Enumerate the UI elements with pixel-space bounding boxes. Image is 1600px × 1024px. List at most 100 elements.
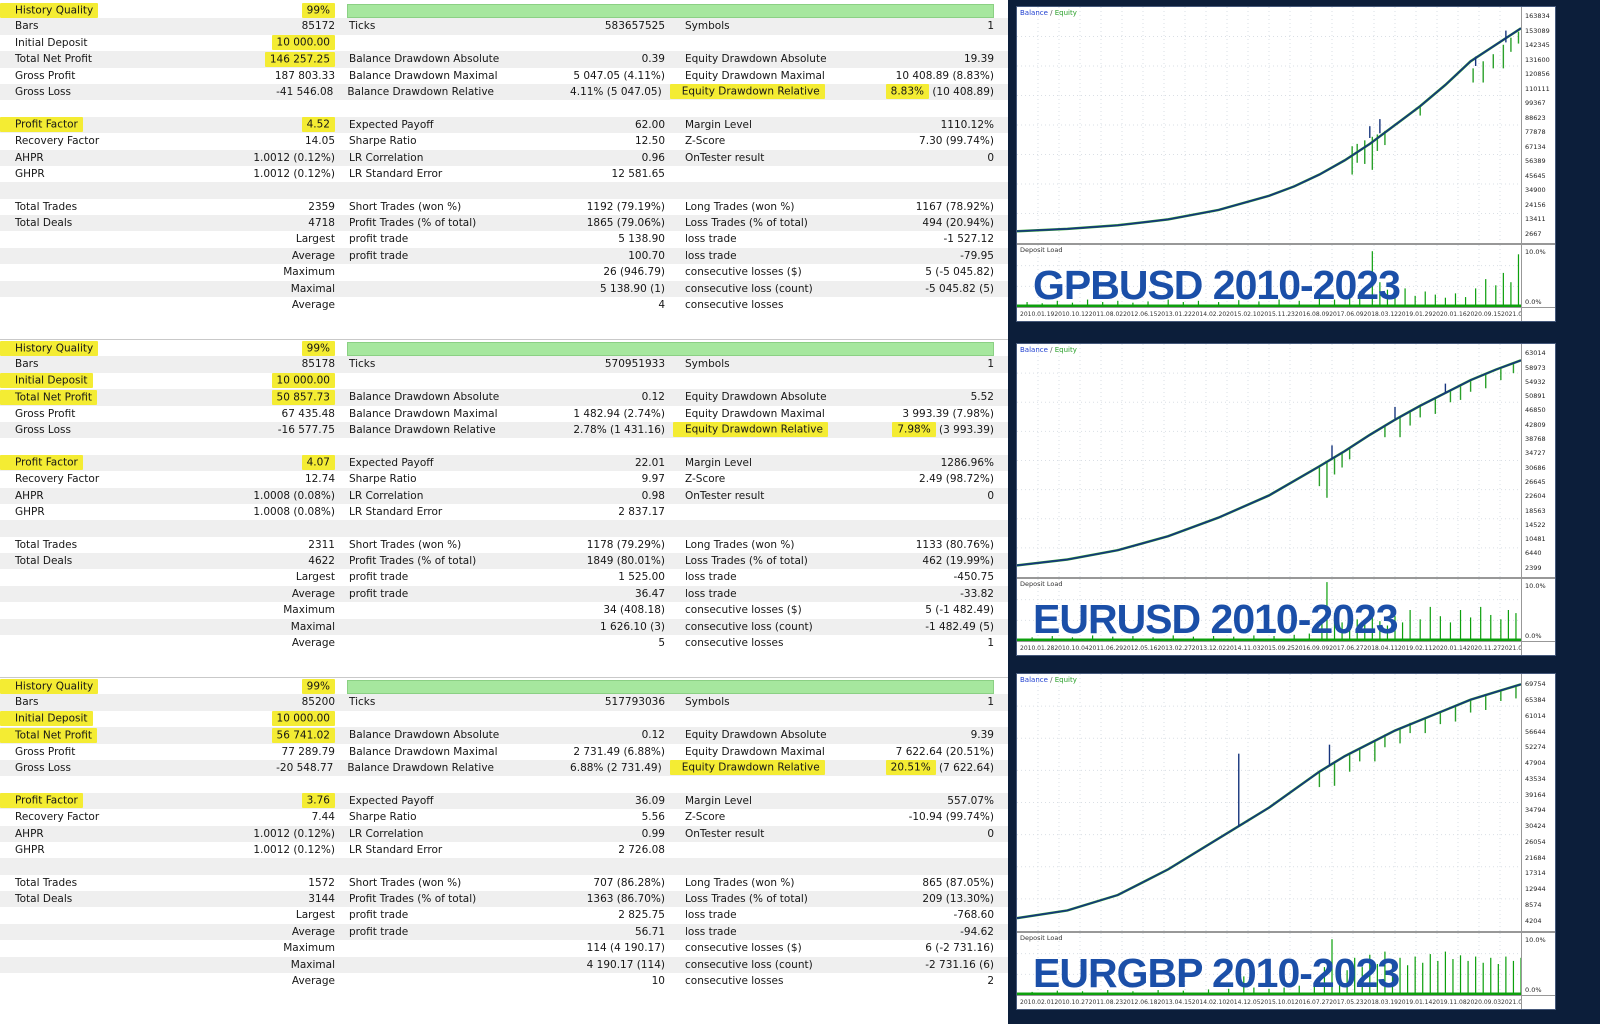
table-cell-label: Balance Drawdown Relative — [347, 85, 494, 98]
y-axis-tick-label: 26054 — [1525, 837, 1546, 846]
highlighted-text: Total Net Profit — [0, 727, 98, 743]
table-cell-value: 56 741.02 — [205, 727, 335, 743]
table-cell-value: 1133 (80.76%) — [915, 538, 994, 551]
table-cell-label — [335, 973, 557, 989]
y-axis-corner — [1522, 641, 1555, 655]
table-cell-label: Gross Loss — [15, 761, 71, 774]
highlighted-text: 146 257.25 — [264, 51, 335, 67]
y-axis-tick-label: 2399 — [1525, 563, 1542, 572]
table-cell-value: -1 482.49 (5) — [925, 620, 994, 633]
table-cell-label: Long Trades (won %) — [685, 538, 795, 551]
table-cell-label — [335, 297, 557, 313]
chart-caption: EURGBP 2010-2023 — [1033, 950, 1400, 996]
y-axis-tick-label: 21684 — [1525, 853, 1546, 862]
x-axis-tick-label: 2012.05.16 — [1123, 645, 1158, 652]
table-row: Average profit trade 36.47 loss trade -33.82 — [0, 585, 1008, 603]
table-cell-value — [557, 373, 665, 389]
table-cell-label: LR Standard Error — [349, 843, 443, 856]
table-cell-label: Equity Drawdown Relative — [662, 760, 886, 776]
deposit-scale-top-label: 10.0% — [1525, 936, 1546, 945]
table-cell-label: Total Trades — [15, 538, 78, 551]
table-cell-label — [335, 957, 557, 973]
table-cell-value: 12 581.65 — [611, 167, 665, 180]
deposit-load-pane: Deposit Load — [1017, 579, 1521, 641]
y-axis-tick-label: 46850 — [1525, 406, 1546, 415]
table-cell-value — [557, 35, 665, 51]
table-cell-label: Total Trades — [15, 200, 78, 213]
deposit-load-histogram — [1017, 933, 1521, 995]
table-row: Gross Profit 77 289.79 Balance Drawdown Ma… — [0, 744, 1008, 760]
table-cell-label: Bars — [15, 358, 39, 371]
table-cell-value: 1.0012 (0.12%) — [253, 151, 335, 164]
table-row: Recovery Factor 14.05 Sharpe Ratio 12.50 Z-S… — [0, 133, 1008, 149]
highlighted-text: History Quality — [0, 2, 99, 18]
table-row: Total Deals 4622 Profit Trades (% of total… — [0, 553, 1008, 570]
table-cell-value: 5 (-1 482.49) — [925, 604, 994, 617]
x-axis-tick-label: 2016.09.09 — [1294, 645, 1330, 652]
table-cell-label: Sharpe Ratio — [349, 135, 417, 148]
table-cell-label: loss trade — [685, 249, 737, 262]
table-cell-label — [665, 35, 890, 51]
y-axis-tick-label: 38768 — [1525, 435, 1546, 444]
y-axis-tick-label: 18563 — [1525, 506, 1546, 515]
x-axis-tick-label: 2011.08.02 — [1088, 311, 1124, 318]
table-cell-value: Average — [291, 249, 335, 262]
table-cell-label: consecutive loss (count) — [685, 620, 813, 633]
y-axis-tick-label: 17314 — [1525, 869, 1546, 878]
table-row: Maximal 4 190.17 (114) consecutive loss (c… — [0, 956, 1008, 974]
table-cell-label: Balance Drawdown Maximal — [349, 69, 498, 82]
table-cell-label: LR Correlation — [349, 489, 424, 502]
table-cell-label: Balance Drawdown Maximal — [349, 407, 498, 420]
table-cell-label — [335, 281, 557, 297]
legend-balance-label: Balance — [1020, 346, 1048, 354]
table-cell-label: Margin Level — [685, 456, 752, 469]
table-cell-value: 1 525.00 — [618, 571, 665, 584]
table-row: Average 4 consecutive losses — [0, 297, 1008, 313]
table-row: Total Trades 2359 Short Trades (won %) 1192… — [0, 199, 1008, 215]
value-text: (10 408.89) — [929, 85, 994, 98]
x-axis-tick-label: 2020.09.03 — [1466, 999, 1502, 1006]
table-cell-label: profit trade — [349, 925, 409, 938]
y-axis-tick-label: 39164 — [1525, 790, 1546, 799]
highlighted-text: 8.83% — [885, 84, 929, 100]
table-cell-value: 19.39 — [963, 53, 994, 66]
y-axis-tick-label: 34900 — [1525, 186, 1546, 195]
deposit-scale-bottom-label: 0.0% — [1525, 986, 1542, 995]
x-axis-tick-label: 2018.03.12 — [1363, 311, 1398, 318]
table-cell-value: 10 000.00 — [205, 711, 335, 727]
x-axis-tick-label: 2016.08.09 — [1294, 311, 1330, 318]
report-table-eurgbp: History Quality 99% Bars 85200 Ticks 51779303… — [0, 677, 1008, 989]
table-cell-value: 4.11% (5 047.05) — [570, 85, 662, 98]
table-cell-value: 1849 (80.01%) — [586, 555, 665, 568]
x-axis-tick-label: 2010.01.28 — [1020, 645, 1055, 652]
value-text: (3 993.39) — [935, 423, 994, 436]
x-axis-tick-label: 2019.11.08 — [1432, 999, 1467, 1006]
table-cell-label: Gross Profit — [15, 69, 76, 82]
table-cell-label: Profit Trades (% of total) — [349, 217, 477, 230]
table-cell-value: 5 047.05 (4.11%) — [573, 69, 665, 82]
table-cell-label: Expected Payoff — [349, 118, 434, 131]
table-cell-value: Average — [291, 299, 335, 312]
table-cell-label: Balance Drawdown Absolute — [349, 391, 500, 404]
x-axis-tick-label: 2019.01.14 — [1397, 999, 1433, 1006]
table-cell-label: Profit Factor — [0, 117, 205, 133]
y-axis-tick-label: 26645 — [1525, 477, 1546, 486]
table-cell-value: 0.99 — [641, 827, 665, 840]
history-quality-row: History Quality 99% — [0, 2, 1008, 18]
highlighted-text: 56 741.02 — [271, 727, 335, 743]
y-axis-tick-label: 43534 — [1525, 774, 1546, 783]
table-cell-value: 1192 (79.19%) — [586, 200, 665, 213]
deposit-load-scale: 10.0% 0.0% — [1522, 577, 1555, 641]
deposit-load-pane: Deposit Load — [1017, 933, 1521, 995]
table-cell-label: consecutive loss (count) — [685, 958, 813, 971]
table-cell-value: 10 000.00 — [205, 35, 335, 51]
table-cell-label: consecutive losses — [685, 975, 784, 988]
table-cell-value: 2.49 (98.72%) — [919, 473, 994, 486]
table-cell-label: Equity Drawdown Maximal — [685, 745, 825, 758]
table-row: Initial Deposit 10 000.00 — [0, 35, 1008, 51]
table-cell-value: 99% — [205, 678, 335, 694]
table-cell-label: consecutive loss (count) — [685, 282, 813, 295]
table-cell-value: 1.0008 (0.08%) — [253, 505, 335, 518]
deposit-load-label: Deposit Load — [1020, 246, 1063, 254]
spacer-row — [0, 100, 1008, 116]
